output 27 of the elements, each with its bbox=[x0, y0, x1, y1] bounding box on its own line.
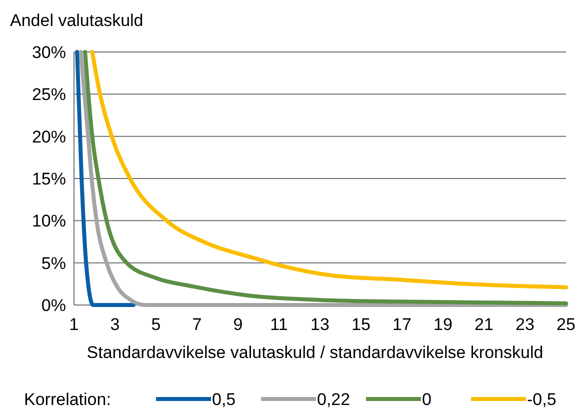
y-tick-label: 25% bbox=[32, 85, 66, 104]
y-tick-label: 0% bbox=[41, 296, 66, 315]
legend-label: -0,5 bbox=[527, 390, 556, 409]
x-tick-label: 21 bbox=[474, 315, 494, 334]
x-tick-label: 3 bbox=[110, 315, 120, 334]
x-tick-label: 5 bbox=[151, 315, 161, 334]
x-tick-label: 13 bbox=[310, 315, 330, 334]
x-tick-label: 15 bbox=[352, 315, 370, 334]
x-tick-label: 11 bbox=[270, 315, 288, 334]
y-tick-label: 15% bbox=[32, 169, 66, 188]
x-tick-label: 19 bbox=[434, 315, 452, 334]
legend-label: 0,22 bbox=[317, 390, 350, 409]
y-axis-title: Andel valutaskuld bbox=[10, 11, 144, 30]
legend-label: 0,5 bbox=[212, 390, 236, 409]
x-tick-label: 1 bbox=[69, 315, 79, 334]
y-tick-label: 5% bbox=[41, 254, 66, 273]
x-tick-label: 9 bbox=[233, 315, 243, 334]
x-tick-label: 17 bbox=[392, 315, 412, 334]
y-tick-label: 30% bbox=[32, 42, 66, 62]
x-tick-label: 7 bbox=[192, 315, 202, 334]
y-tick-label: 10% bbox=[32, 212, 66, 231]
x-tick-label: 23 bbox=[516, 315, 534, 334]
y-tick-label: 20% bbox=[32, 127, 66, 146]
x-axis-title: Standardavvikelse valutaskuld / standardavvikelse kronskuld bbox=[86, 343, 544, 362]
x-tick-label: 25 bbox=[556, 315, 576, 334]
legend-title: Korrelation: bbox=[24, 390, 111, 409]
legend-label: 0 bbox=[422, 390, 432, 409]
